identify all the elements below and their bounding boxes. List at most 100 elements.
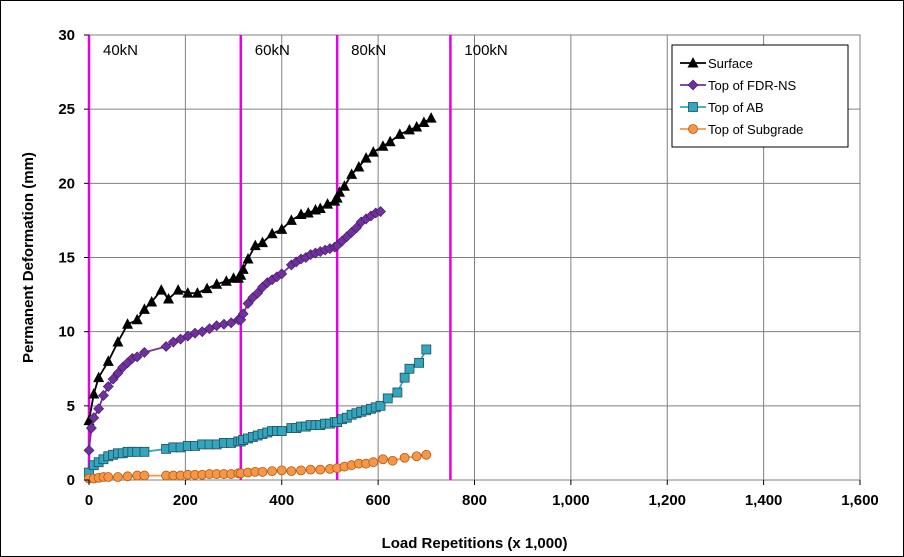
load-stage-label-40kn: 40kN xyxy=(103,42,138,59)
data-point-top-of-subgrade xyxy=(286,466,297,477)
y-tick-label: 25 xyxy=(58,101,75,118)
legend-label: Top of FDR-NS xyxy=(708,78,796,93)
legend-label: Top of Subgrade xyxy=(708,122,803,137)
data-point-surface xyxy=(112,336,124,347)
x-tick-label: 400 xyxy=(269,492,294,509)
legend-marker-top-of-subgrade xyxy=(688,124,698,134)
data-point-top-of-subgrade xyxy=(411,451,422,462)
x-tick-label: 800 xyxy=(462,492,487,509)
data-point-surface xyxy=(191,287,203,298)
data-point-surface xyxy=(367,146,379,157)
legend-entry-surface: Surface xyxy=(680,56,753,71)
y-axis-title: Permanent Deformation (mm) xyxy=(20,152,37,363)
data-point-top-of-subgrade xyxy=(315,464,326,475)
data-point-top-of-fdr-ns xyxy=(252,287,264,299)
legend-entry-top-of-fdr-ns: Top of FDR-NS xyxy=(680,78,796,93)
data-point-top-of-fdr-ns xyxy=(112,367,124,379)
load-stage-label-80kn: 80kN xyxy=(351,42,386,59)
data-point-top-of-subgrade xyxy=(139,470,150,481)
data-point-surface xyxy=(322,198,334,209)
data-point-surface xyxy=(394,128,406,139)
data-point-top-of-fdr-ns xyxy=(375,206,386,217)
data-point-top-of-fdr-ns xyxy=(102,381,114,392)
data-point-surface xyxy=(384,135,396,147)
y-tick-label: 15 xyxy=(58,250,75,267)
y-tick-label: 5 xyxy=(67,398,75,415)
x-tick-label: 200 xyxy=(173,492,198,509)
legend-box xyxy=(671,44,849,148)
data-point-surface xyxy=(182,287,194,298)
legend-label: Surface xyxy=(708,56,753,71)
legend-marker-top-of-fdr-ns xyxy=(687,79,699,91)
x-tick-label: 1,600 xyxy=(841,492,879,509)
data-point-surface xyxy=(235,269,247,280)
data-point-surface xyxy=(88,387,100,399)
x-tick-label: 1,200 xyxy=(648,492,686,509)
data-point-top-of-fdr-ns xyxy=(276,268,288,280)
legend-marker-surface xyxy=(687,57,699,68)
data-point-surface xyxy=(237,263,249,274)
data-point-surface xyxy=(131,313,143,325)
series-top-of-fdr-ns xyxy=(83,206,386,456)
data-point-top-of-ab xyxy=(375,400,386,411)
data-point-surface xyxy=(425,112,437,123)
legend-label: Top of AB xyxy=(708,100,764,115)
data-point-surface xyxy=(102,355,114,366)
data-point-top-of-subgrade xyxy=(378,454,388,465)
data-point-top-of-fdr-ns xyxy=(237,308,249,320)
data-point-top-of-ab xyxy=(392,387,403,398)
data-point-surface xyxy=(211,278,223,289)
data-point-top-of-ab xyxy=(276,426,287,436)
data-point-surface xyxy=(346,168,358,179)
data-point-surface xyxy=(172,284,184,295)
data-point-top-of-fdr-ns xyxy=(351,222,362,234)
y-tick-label: 30 xyxy=(58,27,75,44)
data-point-top-of-subgrade xyxy=(276,465,287,476)
data-point-top-of-subgrade xyxy=(122,471,133,482)
data-point-top-of-ab xyxy=(382,393,393,404)
y-tick-label: 10 xyxy=(58,324,75,341)
x-tick-label: 600 xyxy=(366,492,391,509)
x-tick-label: 0 xyxy=(85,492,93,509)
data-point-top-of-ab xyxy=(399,372,410,383)
data-point-top-of-fdr-ns xyxy=(160,341,172,352)
data-point-surface xyxy=(338,180,350,191)
y-tick-label: 20 xyxy=(58,175,75,192)
data-point-surface xyxy=(360,152,372,163)
data-point-surface xyxy=(146,296,158,307)
data-point-surface xyxy=(155,284,167,295)
legend-entry-top-of-subgrade: Top of Subgrade xyxy=(680,122,803,137)
data-point-surface xyxy=(93,371,105,383)
data-point-surface xyxy=(276,223,288,234)
data-point-top-of-fdr-ns xyxy=(93,403,105,415)
data-point-surface xyxy=(83,414,95,426)
series-top-of-subgrade xyxy=(84,449,432,484)
data-point-surface xyxy=(411,120,423,132)
data-point-surface xyxy=(403,123,415,135)
data-point-surface xyxy=(331,192,343,203)
data-point-top-of-ab xyxy=(414,357,424,368)
data-point-surface xyxy=(266,227,278,239)
data-point-top-of-fdr-ns xyxy=(98,390,109,401)
data-point-surface xyxy=(285,214,297,225)
x-tick-label: 1,000 xyxy=(552,492,590,509)
load-stage-label-100kn: 100kN xyxy=(464,42,507,59)
data-point-surface xyxy=(377,140,389,151)
data-point-top-of-fdr-ns xyxy=(138,347,150,358)
data-point-top-of-ab xyxy=(139,446,150,457)
data-point-top-of-fdr-ns xyxy=(88,412,100,424)
data-point-surface xyxy=(334,186,346,197)
data-point-top-of-subgrade xyxy=(267,466,278,477)
data-point-top-of-subgrade xyxy=(305,464,316,475)
y-tick-label: 0 xyxy=(67,472,75,489)
data-point-surface xyxy=(138,303,150,314)
series-line-surface xyxy=(88,117,432,421)
x-axis-title: Load Repetitions (x 1,000) xyxy=(382,535,568,552)
axis-ticks: 0 200 400 600 800 1,000 1,200 1,400 1,600 0 5 10 15 2… xyxy=(58,27,878,509)
data-point-top-of-fdr-ns xyxy=(131,351,143,363)
data-point-top-of-fdr-ns xyxy=(107,373,119,385)
data-point-top-of-ab xyxy=(421,344,432,355)
data-point-surface xyxy=(314,202,326,214)
data-point-top-of-subgrade xyxy=(257,466,268,477)
